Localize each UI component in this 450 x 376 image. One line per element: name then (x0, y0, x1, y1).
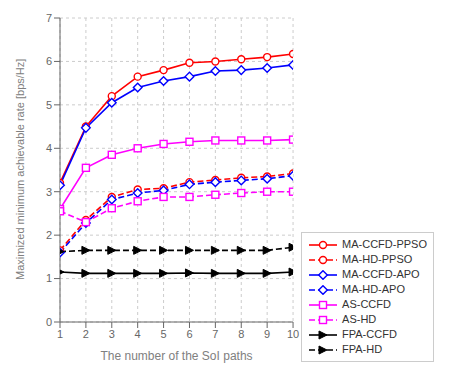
html-text:AS-HD: AS-HD (342, 313, 377, 325)
svg-text:4: 4 (46, 142, 52, 154)
html-text:FPA-HD: FPA-HD (342, 343, 383, 355)
svg-text:6: 6 (186, 328, 192, 340)
svg-text:1: 1 (46, 272, 52, 284)
html-text:MA-HD-PPSO: MA-HD-PPSO (342, 253, 413, 265)
svg-text:1: 1 (57, 328, 63, 340)
svg-text:6: 6 (46, 55, 52, 67)
html-text:MA-CCFD-APO: MA-CCFD-APO (342, 268, 420, 280)
svg-text:4: 4 (135, 328, 141, 340)
svg-text:9: 9 (264, 328, 270, 340)
svg-text:8: 8 (238, 328, 244, 340)
svg-text:5: 5 (161, 328, 167, 340)
svg-text:Maximized minimum achievable r: Maximized minimum achievable rate [bps/H… (14, 59, 26, 280)
html-text:MA-HD-APO: MA-HD-APO (342, 283, 405, 295)
svg-text:3: 3 (46, 186, 52, 198)
svg-text:10: 10 (287, 328, 299, 340)
svg-text:7: 7 (46, 12, 52, 24)
html-text:FPA-CCFD: FPA-CCFD (342, 328, 397, 340)
svg-text:7: 7 (212, 328, 218, 340)
svg-text:2: 2 (83, 328, 89, 340)
svg-text:2: 2 (46, 229, 52, 241)
svg-text:0: 0 (46, 316, 52, 328)
svg-text:3: 3 (109, 328, 115, 340)
svg-text:5: 5 (46, 99, 52, 111)
html-text:MA-CCFD-PPSO: MA-CCFD-PPSO (342, 238, 427, 250)
html-text:AS-CCFD: AS-CCFD (342, 298, 391, 310)
svg-text:The number of the SoI paths: The number of the SoI paths (100, 349, 252, 363)
